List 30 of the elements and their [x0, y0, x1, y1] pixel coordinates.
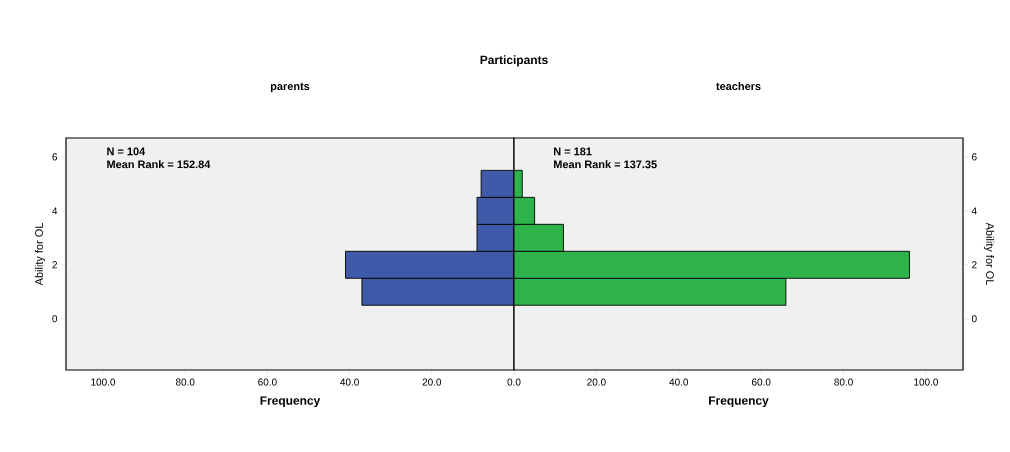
annotation: Mean Rank = 152.84 [107, 160, 211, 169]
x-tick-label: 80.0 [175, 378, 195, 386]
y-tick-label: 6 [972, 153, 977, 161]
y-tick-label: 0 [52, 315, 58, 323]
y-tick-label: 4 [52, 207, 58, 215]
annotation: N = 104 [107, 147, 146, 156]
annotation: N = 181 [554, 147, 592, 156]
y-tick-label: 4 [971, 207, 977, 215]
y-tick-label: 6 [52, 153, 58, 161]
x-tick-label: 20.0 [422, 378, 442, 386]
y-tick-label: 2 [52, 261, 57, 269]
y-tick-label: 0 [971, 315, 977, 323]
chart-subtitle: teachers [716, 82, 761, 91]
x-tick-label: 20.0 [587, 378, 606, 386]
y-axis-title: Ability for OL [34, 223, 46, 286]
x-tick-label: 40.0 [669, 378, 689, 386]
x-tick-label: 100.0 [91, 378, 116, 386]
x-tick-label: 60.0 [751, 378, 771, 386]
x-tick-label: 80.0 [834, 378, 853, 386]
annotation: Mean Rank = 137.35 [554, 160, 657, 169]
x-axis-title: Frequency [260, 396, 321, 408]
y-axis-title: Ability for OL [983, 222, 995, 285]
chart-title: Participants [480, 55, 548, 67]
x-tick-label: 0.0 [507, 378, 521, 386]
x-axis-title: Frequency [709, 396, 769, 408]
x-tick-label: 100.0 [914, 378, 939, 386]
chart-subtitle: parents [270, 82, 310, 93]
y-tick-label: 2 [972, 261, 977, 269]
x-tick-label: 60.0 [258, 378, 277, 386]
x-tick-label: 40.0 [340, 378, 359, 386]
